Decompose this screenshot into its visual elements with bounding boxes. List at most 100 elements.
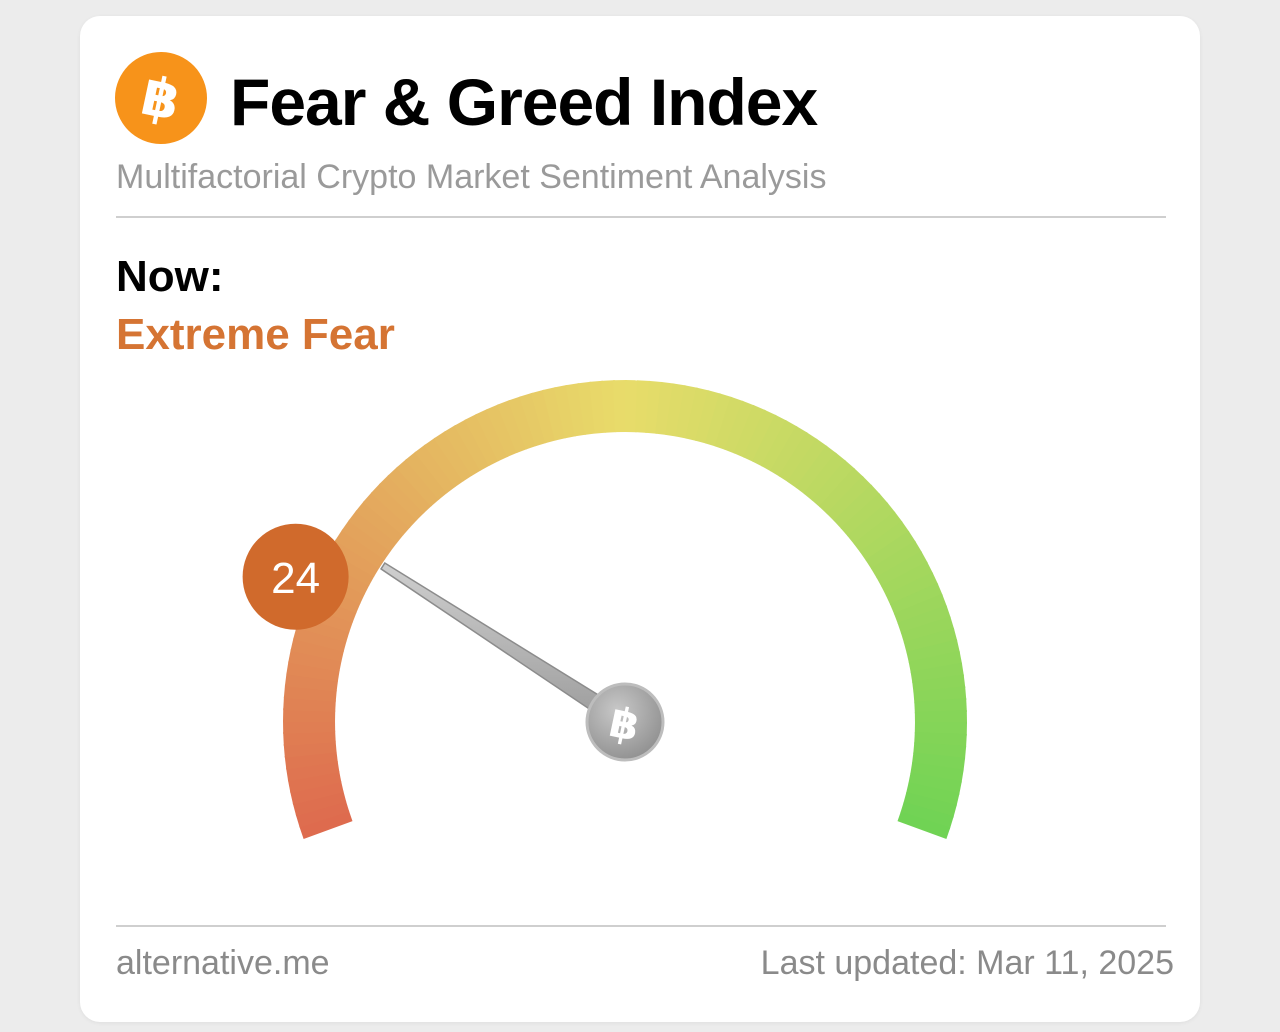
gauge-arc-segment (742, 409, 777, 463)
gauge-arc (283, 380, 967, 839)
gauge-arc-segment (910, 662, 964, 684)
gauge-arc-segment (893, 593, 947, 625)
gauge-arc-segment (288, 649, 342, 672)
gauge-arc-segment (889, 582, 943, 615)
gauge-arc-segment (613, 380, 627, 433)
gauge-arc-segment (283, 708, 336, 722)
gauge-arc-segment (355, 500, 404, 544)
gauge-arc-segment (675, 385, 698, 439)
gauge-arc-segment (714, 396, 744, 451)
gauge-arc-segment (475, 408, 509, 462)
widget-title: Fear & Greed Index (230, 65, 818, 139)
gauge-arc-segment (443, 424, 482, 477)
gauge-arc-segment (328, 539, 380, 577)
gauge-arc-segment (685, 387, 710, 441)
gauge-arc-segment (433, 431, 473, 482)
gauge-arc-segment (724, 400, 755, 454)
gauge-arc-segment (795, 445, 837, 495)
gauge-arc-segment (778, 431, 818, 483)
gauge-arc-segment (290, 780, 344, 805)
gauge-arc-segment (853, 511, 903, 553)
gauge-arc-segment (876, 551, 928, 588)
gauge-arc-segment (665, 383, 687, 437)
gauge-arc-segment (295, 800, 350, 828)
gauge-arc-segment (826, 475, 873, 522)
gauge-arc-segment (803, 452, 847, 501)
gauge-arc-segment (414, 444, 456, 494)
gauge-arc-segment (897, 811, 951, 839)
gauge-arc-segment (910, 762, 964, 784)
gauge-arc-segment (897, 605, 951, 634)
value-badge-text: 24 (271, 554, 320, 603)
sentiment-gauge: ฿ 24 (242, 380, 967, 839)
gauge-arc-segment (542, 387, 567, 441)
gauge-arc-segment (787, 438, 828, 489)
gauge-arc-segment (283, 740, 337, 758)
gauge-arc-segment (589, 380, 607, 434)
now-label: Now: (116, 252, 224, 301)
gauge-arc-segment (370, 483, 418, 528)
gauge-arc-segment (496, 400, 528, 454)
gauge-arc-segment (865, 530, 916, 570)
gauge-arc-segment (914, 722, 967, 736)
gauge-arc-segment (348, 510, 398, 552)
gauge-arc-segment (293, 626, 347, 652)
gauge-arc-segment (283, 730, 336, 746)
gauge-arc-segment (454, 419, 491, 471)
gauge-arc-segment (704, 393, 733, 447)
gauge-arc-segment (870, 540, 923, 579)
gauge-arc-segment (625, 380, 639, 433)
gauge-arc-segment (752, 414, 788, 467)
gauge-arc-segment (911, 752, 966, 772)
gauge-arc-segment (840, 493, 889, 537)
last-updated-text: Last updated: Mar 11, 2025 (760, 944, 1174, 982)
gauge-arc-segment (811, 460, 856, 508)
gauge-arc-segment (819, 467, 864, 515)
gauge-arc-segment (334, 529, 386, 569)
fear-greed-widget: ฿ Fear & Greed Index Multifactorial Cryp… (80, 16, 1200, 1022)
gauge-arc-segment (761, 420, 798, 472)
gauge-arc-segment (903, 627, 958, 654)
gauge-arc-segment (881, 561, 934, 597)
gauge-arc-segment (485, 404, 518, 458)
gauge-arc-segment (396, 458, 440, 507)
gauge-arc-segment (906, 639, 960, 664)
gauge-arc-segment (601, 380, 617, 433)
gauge-arc-segment (530, 389, 557, 444)
gauge-arc-segment (833, 484, 881, 530)
gauge-arc-segment (770, 425, 808, 477)
gauge-arc-segment (565, 383, 587, 437)
gauge-arc-segment (299, 810, 353, 839)
gauge-arc-segment (464, 413, 500, 466)
gauge-arc-segment (519, 392, 547, 447)
gauge-arc-segment (903, 792, 957, 818)
gauge-arc-segment (914, 698, 967, 714)
gauge-arc-segment (286, 660, 340, 682)
gauge-arc-segment (859, 520, 910, 562)
source-link[interactable]: alternative.me (116, 944, 330, 982)
gauge-arc-segment (733, 404, 766, 458)
gauge-arc-segment (906, 782, 960, 807)
gauge-arc-segment (908, 772, 962, 795)
gauge-arc-segment (847, 502, 896, 545)
footer-divider (116, 925, 1166, 927)
gauge-arc-segment (290, 637, 344, 662)
gauge-arc-segment (914, 710, 967, 724)
gauge-arc-segment (913, 686, 967, 704)
gauge-arc-segment (387, 466, 433, 514)
gauge-arc-segment (885, 572, 939, 606)
gauge-arc-segment (287, 770, 342, 794)
gauge-arc-segment (405, 451, 448, 500)
widget-subtitle: Multifactorial Crypto Market Sentiment A… (116, 158, 827, 196)
gauge-arc-segment (286, 760, 340, 782)
gauge-arc-segment (508, 396, 537, 450)
gauge-arc-segment (341, 519, 392, 560)
gauge-arc-segment (900, 616, 955, 644)
gauge-arc-segment (900, 801, 954, 830)
gauge-arc-segment (283, 720, 336, 734)
value-badge: 24 (242, 523, 349, 630)
gauge-arc-segment (908, 650, 963, 674)
gauge-arc-segment (423, 437, 465, 488)
header-divider (116, 216, 1166, 218)
gauge-arc-segment (655, 381, 675, 436)
